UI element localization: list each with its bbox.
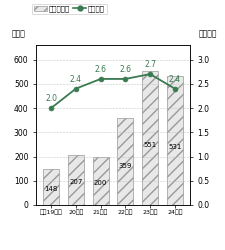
Text: 2.6: 2.6 <box>119 65 131 74</box>
Text: 2.4: 2.4 <box>70 75 81 84</box>
Text: （件）: （件） <box>11 30 25 38</box>
Text: 200: 200 <box>94 180 107 186</box>
Text: 2.0: 2.0 <box>45 94 57 103</box>
Bar <box>68 155 83 205</box>
Legend: 差押え件数, 差押え額: 差押え件数, 差押え額 <box>32 4 106 14</box>
Text: 359: 359 <box>118 163 131 169</box>
Bar <box>117 118 133 205</box>
Text: 207: 207 <box>69 180 82 186</box>
Bar <box>92 156 108 205</box>
Bar <box>142 72 158 205</box>
Bar <box>166 76 182 205</box>
Text: 531: 531 <box>167 144 181 150</box>
Text: 2.4: 2.4 <box>168 75 180 84</box>
Text: 2.7: 2.7 <box>144 60 155 69</box>
Text: 2.6: 2.6 <box>94 65 106 74</box>
Text: 148: 148 <box>44 186 58 192</box>
Text: （億円）: （億円） <box>198 30 216 38</box>
Bar <box>43 169 59 205</box>
Text: 551: 551 <box>143 142 156 148</box>
